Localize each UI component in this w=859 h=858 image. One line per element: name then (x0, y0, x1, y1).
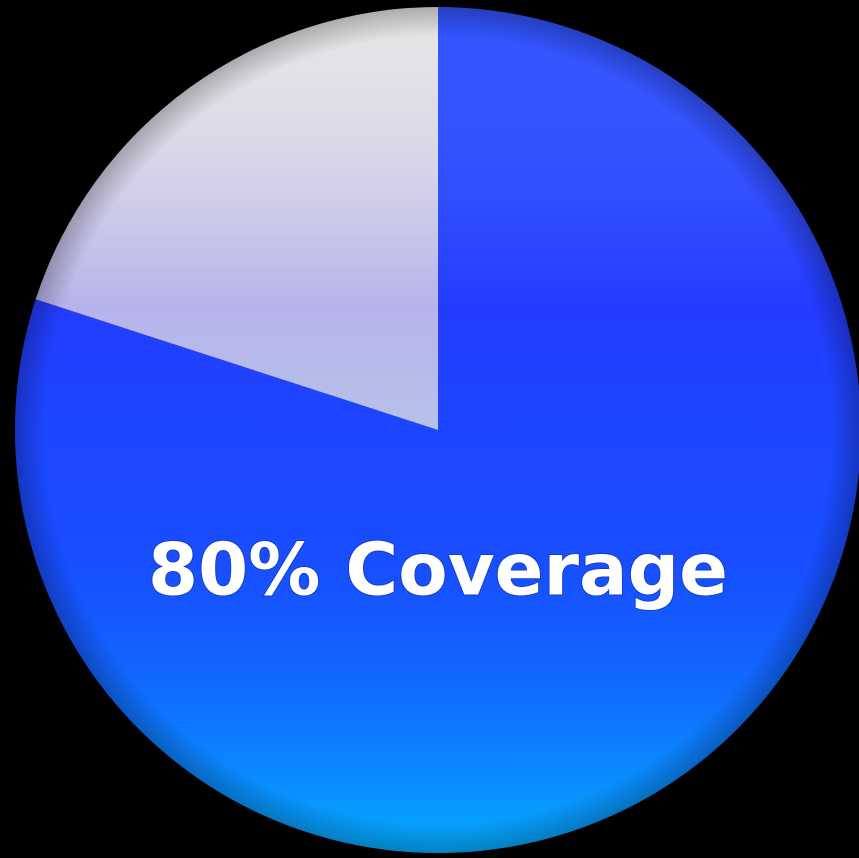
labels: 80% Coverage (147, 526, 729, 612)
data-label: 80% Coverage (148, 527, 728, 611)
pie (15, 7, 859, 853)
